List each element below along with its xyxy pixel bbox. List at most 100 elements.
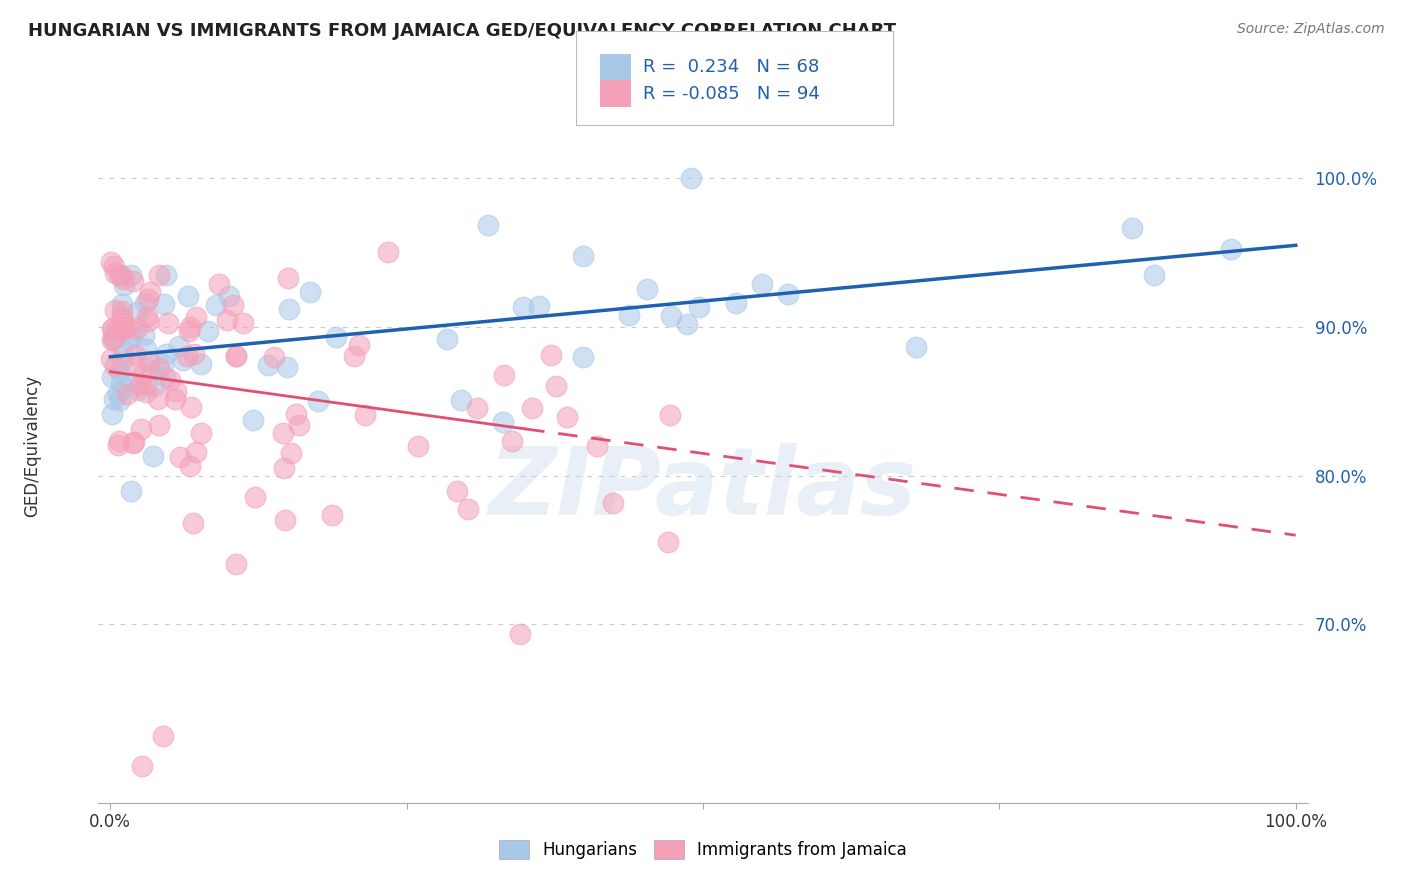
Point [457,502,479,516]
Point [103,259,125,273]
Point [529,299,551,313]
Point [325,330,347,344]
Point [165,392,187,407]
Point [112,321,135,335]
Point [121,329,143,343]
Point [111,352,134,367]
Point [205,298,228,312]
Point [477,219,499,233]
Point [110,376,132,390]
Point [307,393,329,408]
Point [110,392,132,407]
Point [280,445,302,459]
Point [143,379,166,393]
Point [179,458,201,473]
Point [108,268,131,282]
Point [100,352,122,367]
Point [658,409,681,423]
Point [347,338,370,352]
Point [208,277,231,291]
Point [148,268,170,282]
Point [177,324,200,338]
Point [110,311,132,326]
Point [127,383,149,397]
Point [502,434,524,449]
Point [232,316,254,330]
Point [321,508,343,522]
Point [509,627,531,641]
Point [257,358,280,372]
Point [138,354,160,368]
Text: Source: ZipAtlas.com: Source: ZipAtlas.com [1237,22,1385,37]
Point [127,320,149,334]
Text: R =  0.234   N = 68: R = 0.234 N = 68 [643,58,818,76]
Point [190,357,212,371]
Point [184,445,207,459]
Point [172,353,194,368]
Point [512,300,534,314]
Point [602,496,624,510]
Point [129,377,152,392]
Point [494,368,516,383]
Text: GED/Equivalency: GED/Equivalency [22,375,41,517]
Point [446,484,468,499]
Point [121,376,143,390]
Point [136,310,159,324]
Point [120,484,142,499]
Point [104,266,127,280]
Point [103,392,125,406]
Point [273,461,295,475]
Point [225,349,247,363]
Point [101,333,124,347]
Point [104,359,127,373]
Point [148,392,170,406]
Point [105,322,128,336]
Point [124,348,146,362]
Point [100,407,122,421]
Point [276,360,298,375]
Point [110,365,132,379]
Point [1121,221,1143,235]
Point [148,360,170,375]
Point [572,249,595,263]
Point [242,413,264,427]
Point [114,322,136,336]
Point [271,426,294,441]
Point [450,392,472,407]
Point [636,282,658,296]
Legend: Hungarians, Immigrants from Jamaica: Hungarians, Immigrants from Jamaica [492,833,914,866]
Point [555,409,578,424]
Point [121,435,143,450]
Point [132,328,155,343]
Point [177,289,200,303]
Point [111,303,134,318]
Point [277,271,299,285]
Point [107,385,129,400]
Point [277,302,299,317]
Text: ZIPatlas: ZIPatlas [489,442,917,535]
Point [778,287,800,301]
Point [138,314,160,328]
Point [675,317,697,331]
Point [540,348,562,362]
Point [110,268,132,282]
Point [225,349,247,363]
Point [167,339,190,353]
Point [121,274,143,288]
Point [1142,268,1164,283]
Point [406,440,429,454]
Point [100,254,122,268]
Point [103,332,125,346]
Point [134,384,156,399]
Point [225,557,247,571]
Point [218,288,240,302]
Point [139,363,162,377]
Point [110,311,132,326]
Point [186,310,208,324]
Point [343,349,366,363]
Point [135,377,157,392]
Point [724,296,747,310]
Point [492,415,515,429]
Point [153,370,176,384]
Point [115,386,138,401]
